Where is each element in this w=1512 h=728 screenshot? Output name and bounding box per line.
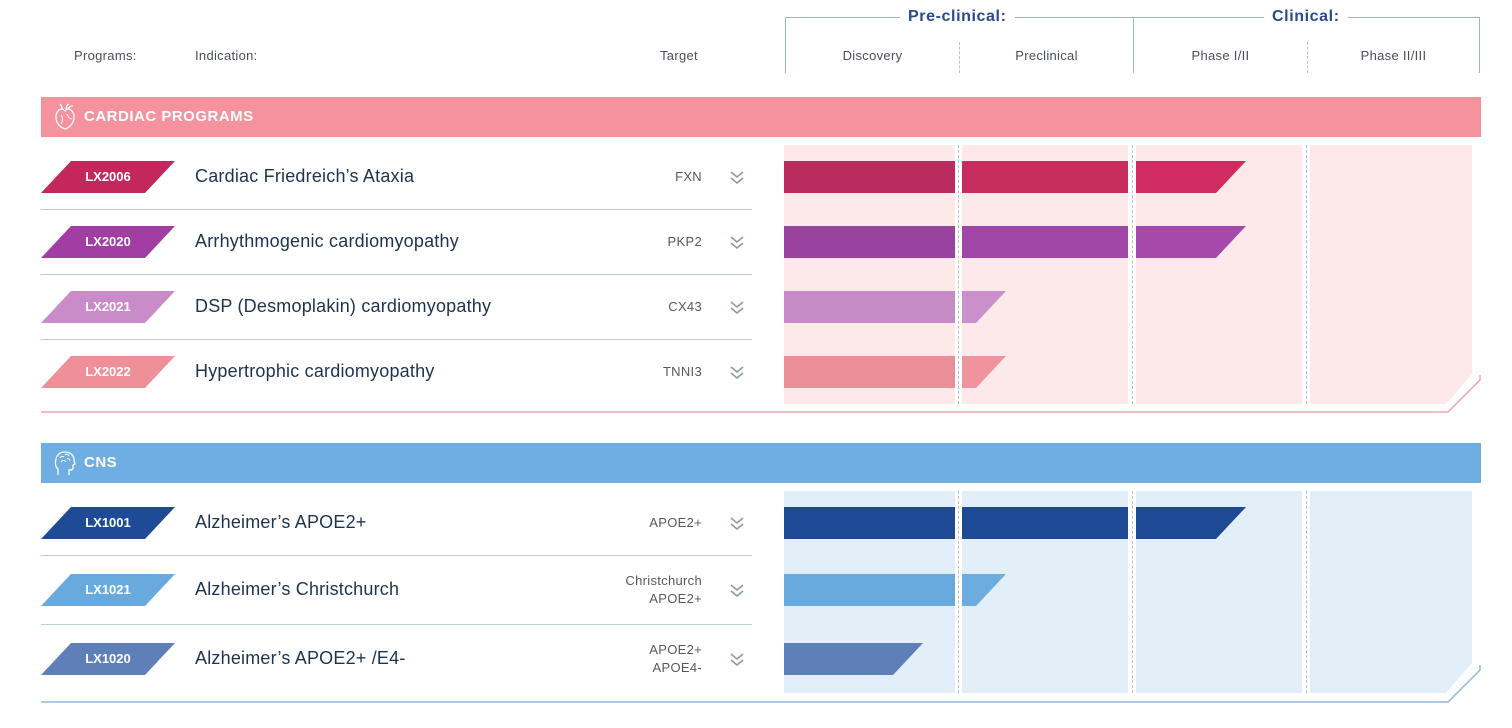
progress-bar-preclinical xyxy=(962,161,1128,193)
phase-header-phase-1-2: Phase I/II xyxy=(1191,48,1250,63)
expand-chevron-icon[interactable] xyxy=(728,170,746,186)
target-text: CX43 xyxy=(668,299,702,314)
phase-group-line xyxy=(785,17,1480,18)
program-badge-lx1020[interactable] xyxy=(41,643,175,675)
program-badge-label: LX1001 xyxy=(85,515,131,530)
progress-bar-discovery xyxy=(784,291,955,323)
target-text: APOE2+ xyxy=(649,642,702,657)
cardiac-divider-1 xyxy=(958,145,959,404)
cns-section-header: CNS xyxy=(41,443,1481,483)
indication-text: Arrhythmogenic cardiomyopathy xyxy=(195,231,459,251)
indication-text: Alzheimer’s APOE2+ /E4- xyxy=(195,648,406,668)
expand-chevron-icon[interactable] xyxy=(728,300,746,316)
cns-divider-2 xyxy=(1132,491,1133,693)
brain-icon xyxy=(54,451,76,475)
programs-column-header: Programs: xyxy=(74,48,137,63)
program-badge-lx2006[interactable] xyxy=(41,161,175,193)
program-badge-label: LX2020 xyxy=(85,234,131,249)
program-badge-label: LX2006 xyxy=(85,169,131,184)
clinical-group-label: Clinical: xyxy=(1264,8,1348,26)
progress-bar-preclinical xyxy=(962,356,1006,388)
expand-chevron-icon[interactable] xyxy=(728,516,746,532)
progress-bar-preclinical xyxy=(962,226,1128,258)
target-text: FXN xyxy=(675,169,702,184)
cns-section-outline xyxy=(41,665,1481,703)
progress-bar-discovery xyxy=(784,226,955,258)
cardiac-divider-3 xyxy=(1306,145,1307,404)
progress-bar-phase-1-2 xyxy=(1136,507,1246,539)
section-title: CARDIAC PROGRAMS xyxy=(84,108,254,125)
phase-group-line-left xyxy=(785,17,786,73)
expand-chevron-icon[interactable] xyxy=(728,365,746,381)
program-badge-lx1001[interactable] xyxy=(41,507,175,539)
progress-bar-discovery xyxy=(784,643,923,675)
indication-text: DSP (Desmoplakin) cardiomyopathy xyxy=(195,296,492,316)
expand-chevron-icon[interactable] xyxy=(728,583,746,599)
indication-text: Cardiac Friedreich’s Ataxia xyxy=(195,166,415,186)
target-text: APOE2+ xyxy=(649,591,702,606)
phase-header-discovery: Discovery xyxy=(842,48,903,63)
indication-text: Alzheimer’s Christchurch xyxy=(195,579,400,599)
progress-bar-preclinical xyxy=(962,507,1128,539)
row-divider xyxy=(41,624,752,625)
target-text: APOE2+ xyxy=(649,515,702,530)
cardiac-section-header: CARDIAC PROGRAMS xyxy=(41,97,1481,137)
row-divider xyxy=(41,339,752,340)
row-divider xyxy=(41,555,752,556)
target-text: PKP2 xyxy=(667,234,702,249)
phase-header-preclinical: Preclinical xyxy=(1015,48,1078,63)
cns-phase-panel-phase-2-3 xyxy=(1310,491,1472,693)
target-column-header: Target xyxy=(660,48,698,63)
target-text: APOE4- xyxy=(652,660,702,675)
expand-chevron-icon[interactable] xyxy=(728,235,746,251)
progress-bar-phase-1-2 xyxy=(1136,226,1246,258)
program-badge-lx1021[interactable] xyxy=(41,574,175,606)
phase-header-phase-2-3: Phase II/III xyxy=(1360,48,1427,63)
row-divider xyxy=(41,209,752,210)
heart-icon xyxy=(55,103,75,130)
target-text: Christchurch xyxy=(625,573,702,588)
progress-bar-phase-1-2 xyxy=(1136,161,1246,193)
program-badge-label: LX1021 xyxy=(85,582,131,597)
cns-divider-3 xyxy=(1306,491,1307,693)
cardiac-section-outline xyxy=(41,375,1481,413)
progress-bar-preclinical xyxy=(962,574,1006,606)
progress-bar-discovery xyxy=(784,507,955,539)
cardiac-divider-2 xyxy=(1132,145,1133,404)
section-title: CNS xyxy=(84,454,118,471)
progress-bar-discovery xyxy=(784,356,955,388)
program-badge-lx2020[interactable] xyxy=(41,226,175,258)
phase-group-line-right xyxy=(1479,17,1480,73)
program-badge-label: LX2021 xyxy=(85,299,131,314)
indication-text: Hypertrophic cardiomyopathy xyxy=(195,361,435,381)
program-badge-lx2021[interactable] xyxy=(41,291,175,323)
row-divider xyxy=(41,274,752,275)
phase-divider-preclinical xyxy=(959,42,960,73)
program-badge-lx2022[interactable] xyxy=(41,356,175,388)
program-badge-label: LX1020 xyxy=(85,651,131,666)
phase-divider-clinical xyxy=(1307,42,1308,73)
indication-text: Alzheimer’s APOE2+ xyxy=(195,512,367,532)
progress-bar-preclinical xyxy=(962,291,1006,323)
progress-bar-discovery xyxy=(784,161,955,193)
progress-bar-discovery xyxy=(784,574,955,606)
expand-chevron-icon[interactable] xyxy=(728,652,746,668)
cns-divider-1 xyxy=(958,491,959,693)
phase-group-divider xyxy=(1133,17,1134,73)
indication-column-header: Indication: xyxy=(195,48,258,63)
preclinical-group-label: Pre-clinical: xyxy=(900,8,1015,26)
target-text: TNNI3 xyxy=(662,364,702,379)
cardiac-phase-panel-phase-2-3 xyxy=(1310,145,1472,404)
program-badge-label: LX2022 xyxy=(85,364,131,379)
